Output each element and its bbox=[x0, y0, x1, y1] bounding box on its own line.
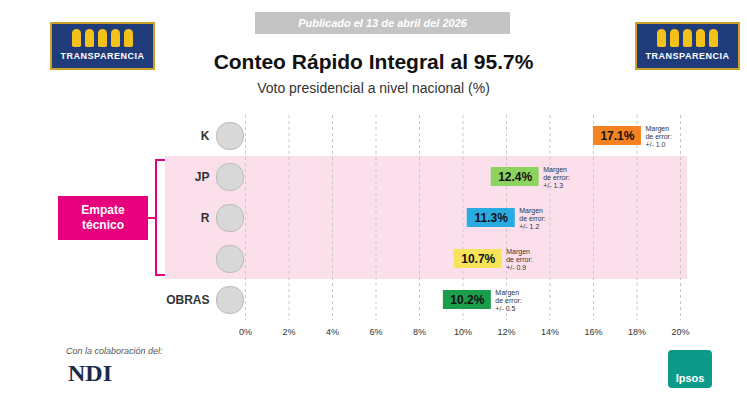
html-text:Voto presidencial a nivel naci: Voto presidencial a nivel nacional (%) bbox=[257, 80, 490, 96]
html-text:Empate: Empate bbox=[81, 202, 125, 217]
svg-text:10%: 10% bbox=[454, 327, 472, 337]
svg-text:K: K bbox=[201, 129, 210, 143]
svg-text:10.7%: 10.7% bbox=[461, 252, 495, 266]
svg-text:12%: 12% bbox=[497, 327, 515, 337]
svg-text:Margende error:+/- 1.0: Margende error:+/- 1.0 bbox=[645, 125, 672, 148]
svg-text:Margende error:+/- 0.5: Margende error:+/- 0.5 bbox=[495, 289, 522, 312]
svg-text:14%: 14% bbox=[541, 327, 559, 337]
svg-text:Margende error:+/- 1.2: Margende error:+/- 1.2 bbox=[519, 207, 546, 230]
svg-text:17.1%: 17.1% bbox=[600, 129, 634, 143]
svg-text:16%: 16% bbox=[584, 327, 602, 337]
html-text:Conteo Rápido Integral al 95.7: Conteo Rápido Integral al 95.7% bbox=[213, 50, 534, 73]
svg-text:18%: 18% bbox=[628, 327, 646, 337]
html-text:NDI: NDI bbox=[68, 360, 112, 386]
svg-text:10.2%: 10.2% bbox=[450, 293, 484, 307]
svg-text:OBRAS: OBRAS bbox=[166, 293, 209, 307]
svg-text:R: R bbox=[201, 211, 210, 225]
svg-text:11.3%: 11.3% bbox=[475, 211, 509, 225]
svg-text:6%: 6% bbox=[369, 327, 382, 337]
svg-text:Margende error:+/- 0.9: Margende error:+/- 0.9 bbox=[506, 248, 533, 271]
html-text:Ipsos: Ipsos bbox=[675, 372, 705, 384]
svg-text:12.4%: 12.4% bbox=[498, 170, 532, 184]
svg-text:8%: 8% bbox=[413, 327, 426, 337]
html-text:TRANSPARENCIA: TRANSPARENCIA bbox=[645, 51, 730, 61]
svg-text:Margende error:+/- 1.3: Margende error:+/- 1.3 bbox=[543, 166, 570, 189]
html-text:TRANSPARENCIA: TRANSPARENCIA bbox=[60, 51, 145, 61]
html-text:Publicado el 13 de abril del 2: Publicado el 13 de abril del 2026 bbox=[298, 17, 467, 29]
html-text:Con la colaboración del:: Con la colaboración del: bbox=[66, 346, 163, 356]
svg-text:2%: 2% bbox=[282, 327, 295, 337]
svg-text:0%: 0% bbox=[239, 327, 252, 337]
svg-text:4%: 4% bbox=[326, 327, 339, 337]
svg-text:JP: JP bbox=[195, 170, 210, 184]
html-text:técnico: técnico bbox=[82, 217, 124, 232]
svg-text:20%: 20% bbox=[671, 327, 689, 337]
